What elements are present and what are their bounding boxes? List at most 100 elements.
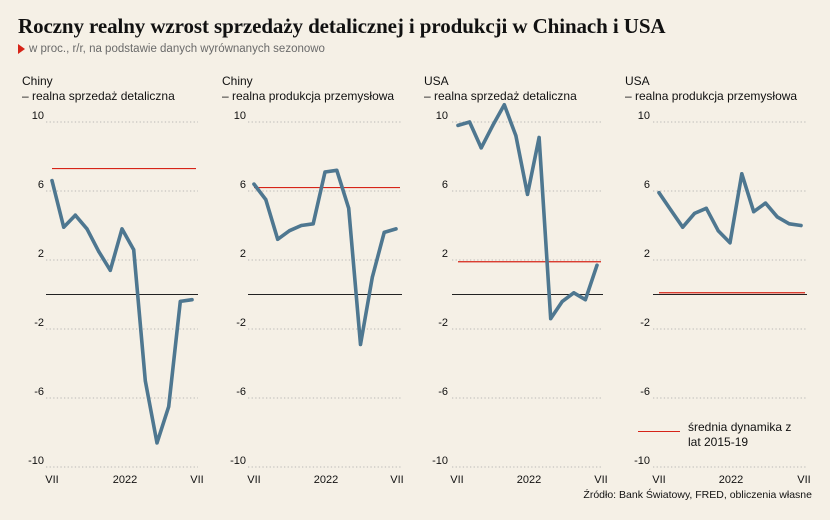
x-tick-label: 2022 xyxy=(517,474,541,486)
data-point xyxy=(456,123,460,128)
panel-series-title: – realna produkcja przemysłowa xyxy=(222,89,395,103)
data-point xyxy=(190,298,194,302)
data-point xyxy=(525,192,530,197)
legend-average-swatch xyxy=(638,431,680,432)
chart-subtitle: w proc., r/r, na podstawie danych wyrówn… xyxy=(18,43,325,55)
y-tick-label: -2 xyxy=(438,317,448,329)
panel-country: Chiny xyxy=(22,74,53,88)
data-point xyxy=(178,299,182,303)
panel-series-title: – realna produkcja przemysłowa xyxy=(625,89,798,103)
data-point xyxy=(85,227,89,231)
data-point xyxy=(155,441,159,445)
x-tick-label: VII xyxy=(390,474,403,486)
data-point xyxy=(787,222,791,226)
x-tick-label: VII xyxy=(652,474,665,486)
y-tick-label: 2 xyxy=(442,248,448,260)
triangle-marker-icon xyxy=(18,44,25,54)
data-point xyxy=(299,223,303,228)
data-point xyxy=(252,182,256,186)
panel-header-china-industry: Chiny – realna produkcja przemysłowa xyxy=(222,74,394,104)
data-point xyxy=(716,229,720,233)
data-point xyxy=(692,211,697,216)
y-tick-label: -10 xyxy=(432,455,448,467)
y-tick-label: 2 xyxy=(644,248,650,260)
x-tick-label: 2022 xyxy=(113,474,137,486)
y-tick-label: -6 xyxy=(438,386,448,398)
y-tick-label: 10 xyxy=(436,110,448,122)
series-line xyxy=(50,178,194,445)
panel-header-usa-retail: USA – realna sprzedaż detaliczna xyxy=(424,74,577,104)
panel-country: Chiny xyxy=(222,74,253,88)
data-point xyxy=(276,237,280,241)
data-point xyxy=(583,298,588,302)
y-tick-label: -6 xyxy=(640,386,650,398)
data-point xyxy=(335,168,339,172)
panel-country: USA xyxy=(424,74,449,88)
y-tick-label: -6 xyxy=(236,386,246,398)
data-point xyxy=(132,248,136,252)
y-tick-label: 6 xyxy=(644,179,650,191)
chart-title: Roczny realny wzrost sprzedaży detaliczn… xyxy=(18,14,666,38)
data-point xyxy=(382,230,386,234)
series-line xyxy=(252,168,398,347)
data-point xyxy=(467,120,472,124)
data-point xyxy=(595,263,599,267)
y-tick-label: 10 xyxy=(32,110,44,122)
data-point xyxy=(394,227,398,231)
source-note: Źródło: Bank Światowy, FRED, obliczenia … xyxy=(583,489,812,501)
data-point xyxy=(347,206,351,210)
series-line xyxy=(456,103,599,321)
data-point xyxy=(97,249,101,253)
data-point xyxy=(50,179,54,183)
data-point xyxy=(62,225,66,229)
data-point xyxy=(358,342,363,347)
panel-header-china-retail: Chiny – realna sprzedaż detaliczna xyxy=(22,74,175,104)
data-point xyxy=(572,291,576,295)
data-point xyxy=(311,222,315,226)
panel-series-title: – realna sprzedaż detaliczna xyxy=(22,89,175,103)
data-point xyxy=(143,379,147,383)
data-point xyxy=(491,123,495,128)
x-tick-label: VII xyxy=(797,474,810,486)
data-point xyxy=(264,198,268,202)
y-tick-label: 6 xyxy=(240,179,246,191)
x-tick-label: 2022 xyxy=(314,474,338,486)
y-tick-label: 6 xyxy=(38,179,44,191)
data-point xyxy=(775,215,779,219)
data-point xyxy=(740,172,744,176)
x-tick-label: VII xyxy=(45,474,58,486)
data-point xyxy=(514,134,518,138)
y-tick-label: -2 xyxy=(236,317,246,329)
data-point xyxy=(669,208,673,212)
y-tick-label: -2 xyxy=(640,317,650,329)
x-tick-label: VII xyxy=(247,474,260,486)
y-tick-label: -10 xyxy=(230,455,246,467)
data-point xyxy=(560,299,564,303)
x-tick-label: VII xyxy=(450,474,463,486)
y-tick-label: 10 xyxy=(234,110,246,122)
data-point xyxy=(763,201,768,205)
y-tick-label: -10 xyxy=(28,455,44,467)
data-point xyxy=(108,268,112,272)
data-point xyxy=(287,229,292,233)
legend: średnia dynamika z lat 2015-19 xyxy=(638,420,798,450)
data-point xyxy=(167,405,171,409)
y-tick-label: 2 xyxy=(240,248,246,260)
x-tick-label: VII xyxy=(190,474,203,486)
data-point xyxy=(799,223,803,228)
y-tick-label: -6 xyxy=(34,386,44,398)
y-tick-label: 2 xyxy=(38,248,44,260)
y-tick-label: 6 xyxy=(442,179,448,191)
panel-series-title: – realna sprzedaż detaliczna xyxy=(424,89,577,103)
x-tick-label: VII xyxy=(594,474,607,486)
data-point xyxy=(752,210,756,214)
subtitle-text: w proc., r/r, na podstawie danych wyrówn… xyxy=(29,43,325,55)
data-point xyxy=(728,241,732,245)
data-point xyxy=(370,275,374,279)
y-tick-label: -2 xyxy=(34,317,44,329)
data-point xyxy=(704,206,708,210)
data-point xyxy=(502,103,506,107)
legend-average-label: średnia dynamika z lat 2015-19 xyxy=(688,420,792,449)
y-tick-label: -10 xyxy=(634,455,650,467)
